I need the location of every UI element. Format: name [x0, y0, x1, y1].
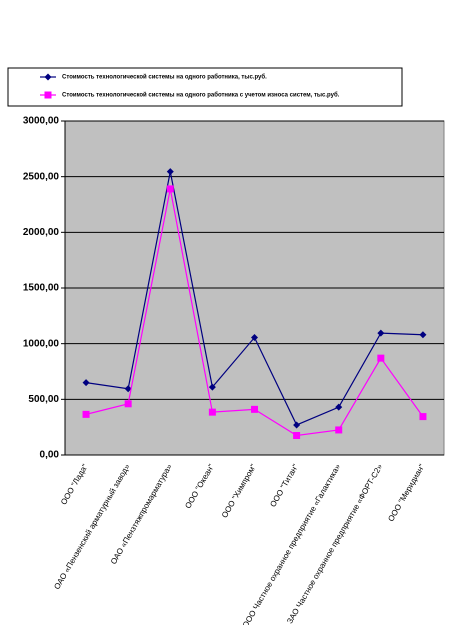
point: [166, 168, 174, 176]
point: [208, 383, 216, 391]
point: [44, 73, 52, 81]
point: [419, 331, 427, 339]
point: [377, 354, 385, 362]
point: [377, 329, 385, 337]
point: [166, 185, 174, 193]
y-tick-label: 2500,00: [23, 171, 60, 182]
x-tick-label: ООО "Океан": [183, 462, 216, 510]
x-tick-label: ООО "Титан": [268, 462, 300, 508]
point: [251, 334, 258, 342]
point: [82, 410, 90, 418]
x-tick-label: ООО "Лада": [59, 462, 90, 506]
y-tick-label: 1000,00: [23, 338, 60, 349]
y-tick-label: 1500,00: [23, 283, 60, 294]
point: [124, 385, 132, 393]
point: [82, 379, 90, 387]
x-tick-label: ООО "Химпром": [220, 462, 258, 519]
point: [251, 405, 258, 413]
legend-label: Стоимость технологической системы на одн…: [62, 74, 267, 81]
point: [293, 432, 301, 440]
x-tick-label: ООО "Меридиан": [386, 462, 426, 523]
point: [419, 413, 427, 421]
x-tick-label: ОАО «Пензенский арматурный завод»: [52, 462, 132, 591]
point: [124, 400, 132, 408]
x-tick-label: ЗАО Частное охранное предприятие «ФОРТ-С…: [285, 462, 384, 625]
point: [335, 403, 343, 411]
point: [293, 421, 301, 429]
legend-label: Стоимость технологической системы на одн…: [62, 92, 340, 99]
y-tick-label: 500,00: [28, 394, 59, 405]
point: [208, 408, 216, 416]
y-tick-label: 2000,00: [23, 227, 60, 238]
x-tick-label: ООО Частное охранное предприятие «Галакт…: [241, 462, 343, 625]
y-tick-label: 3000,00: [23, 116, 60, 127]
legend-box: [7, 67, 403, 107]
point: [44, 91, 52, 99]
y-tick-label: 0,00: [40, 450, 60, 461]
point: [335, 426, 343, 434]
